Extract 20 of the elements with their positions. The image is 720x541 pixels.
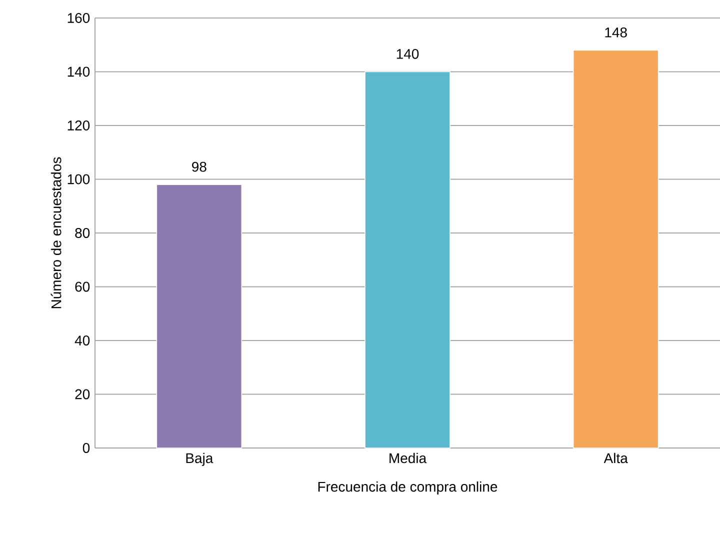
y-tick-label: 0	[82, 443, 90, 453]
bar	[156, 184, 242, 448]
y-axis-title: Número de encuestados	[50, 157, 62, 308]
bar	[572, 50, 659, 448]
y-tick-label: 20	[75, 389, 90, 400]
y-tick-label: 60	[75, 282, 90, 292]
x-axis-title: Frecuencia de compra online	[318, 481, 498, 494]
y-tick-label: 100	[68, 174, 90, 184]
y-tick-label: 40	[74, 336, 90, 346]
data-label: 148	[605, 27, 627, 38]
x-tick-label: Baja	[186, 452, 214, 466]
data-label: 140	[396, 48, 419, 59]
x-tick-label: Media	[390, 452, 427, 464]
y-tick-label: 140	[68, 66, 90, 77]
x-tick-label: Alta	[604, 452, 628, 464]
bar	[364, 71, 450, 448]
y-tick-label: 160	[68, 13, 90, 23]
data-label: 98	[192, 162, 206, 172]
y-tick-label: 120	[68, 120, 90, 130]
y-tick-label: 80	[75, 228, 90, 238]
